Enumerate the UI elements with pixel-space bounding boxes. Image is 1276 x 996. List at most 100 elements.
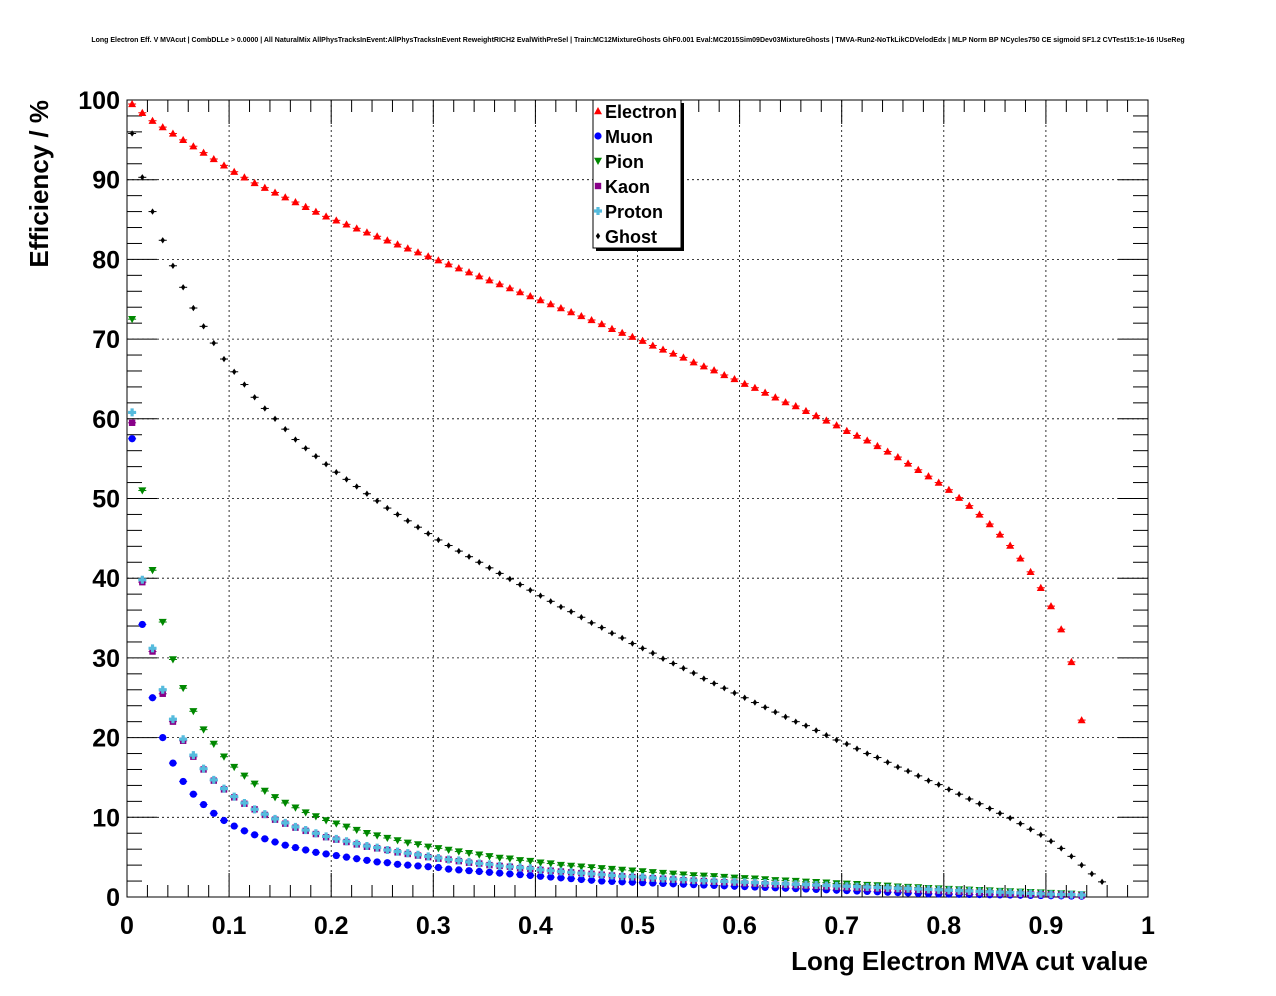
data-point [210,809,218,817]
data-point [597,870,606,879]
data-point [557,874,565,882]
y-tick-label: 90 [92,167,120,195]
data-point [750,383,759,391]
data-point [997,810,1003,817]
data-point [548,598,553,605]
data-point [465,867,473,875]
data-point [322,817,331,825]
data-point [1079,861,1084,869]
data-point [965,887,974,896]
data-point [148,567,157,575]
data-point [332,216,341,224]
data-point [924,885,933,894]
data-point [546,860,555,868]
legend-label-pion: Pion [605,152,644,172]
legend-marker-pion [594,157,602,165]
data-point [219,784,228,793]
data-point [648,873,657,882]
data-point [1057,625,1066,633]
data-point [281,818,290,827]
data-point [967,795,972,803]
data-point [323,461,329,468]
data-point [385,504,390,512]
data-point [445,865,453,873]
y-tick-label: 70 [92,326,120,354]
data-point [873,883,882,892]
data-point [985,520,994,528]
data-point [281,799,290,807]
data-point [456,547,462,555]
data-point [168,656,177,664]
data-point [985,887,994,896]
data-point [885,759,890,766]
data-point [434,853,443,862]
data-point [301,809,310,817]
chart-title: Long Electron Eff. V MVAcut | CombDLLe >… [91,37,1184,44]
tick-labels: 0 0.1 0.2 0.3 0.4 0.5 0.6 0.7 0.8 0.9 101020304050… [78,87,1155,940]
data-point [556,861,565,870]
data-point [332,820,341,828]
data-point [250,805,259,814]
legend-marker-muon [594,132,602,140]
data-point [179,777,187,786]
data-point [189,142,198,150]
data-point [607,865,616,874]
data-point [832,881,841,890]
data-point [159,734,167,742]
data-point [219,753,228,761]
data-point [834,736,839,744]
data-point [905,767,911,775]
data-point [291,843,300,852]
data-point [505,855,514,863]
data-point [403,244,412,252]
data-point [650,649,656,657]
data-point [955,886,964,895]
data-point [260,810,269,819]
data-point [944,886,953,895]
x-tick-label: 0 [120,912,134,940]
data-point [383,859,391,867]
data-point [404,861,412,869]
data-point [812,411,821,419]
data-point [454,856,463,865]
data-point [801,406,810,415]
data-point [209,775,218,784]
data-point [403,839,412,847]
data-point [567,862,576,870]
data-point [505,862,514,871]
data-point [434,256,443,264]
data-point [383,845,392,854]
data-point [168,715,177,724]
data-point [1016,554,1025,562]
data-point [362,228,371,236]
data-point [577,869,586,878]
data-point [791,402,800,410]
x-tick-label: 1 [1141,912,1155,940]
y-tick-label: 40 [92,565,120,593]
data-point [252,394,257,401]
data-point [648,341,657,349]
data-point [813,727,819,734]
data-point [628,867,637,875]
y-tick-label: 80 [92,246,120,274]
data-point [689,876,698,885]
series-proton [128,408,1086,900]
data-point [699,876,708,885]
data-point [446,542,451,549]
data-point [240,827,249,835]
data-point [128,419,136,426]
data-point [221,355,227,363]
data-point [158,123,167,131]
data-point [424,863,432,871]
data-point [475,272,484,280]
data-point [322,832,331,841]
data-point [608,877,616,886]
data-point [995,530,1004,538]
y-tick-label: 0 [106,884,120,912]
series-ghost [128,130,1107,886]
data-point [465,857,474,866]
data-point [148,116,157,124]
data-point [169,759,177,767]
data-point [934,885,943,894]
